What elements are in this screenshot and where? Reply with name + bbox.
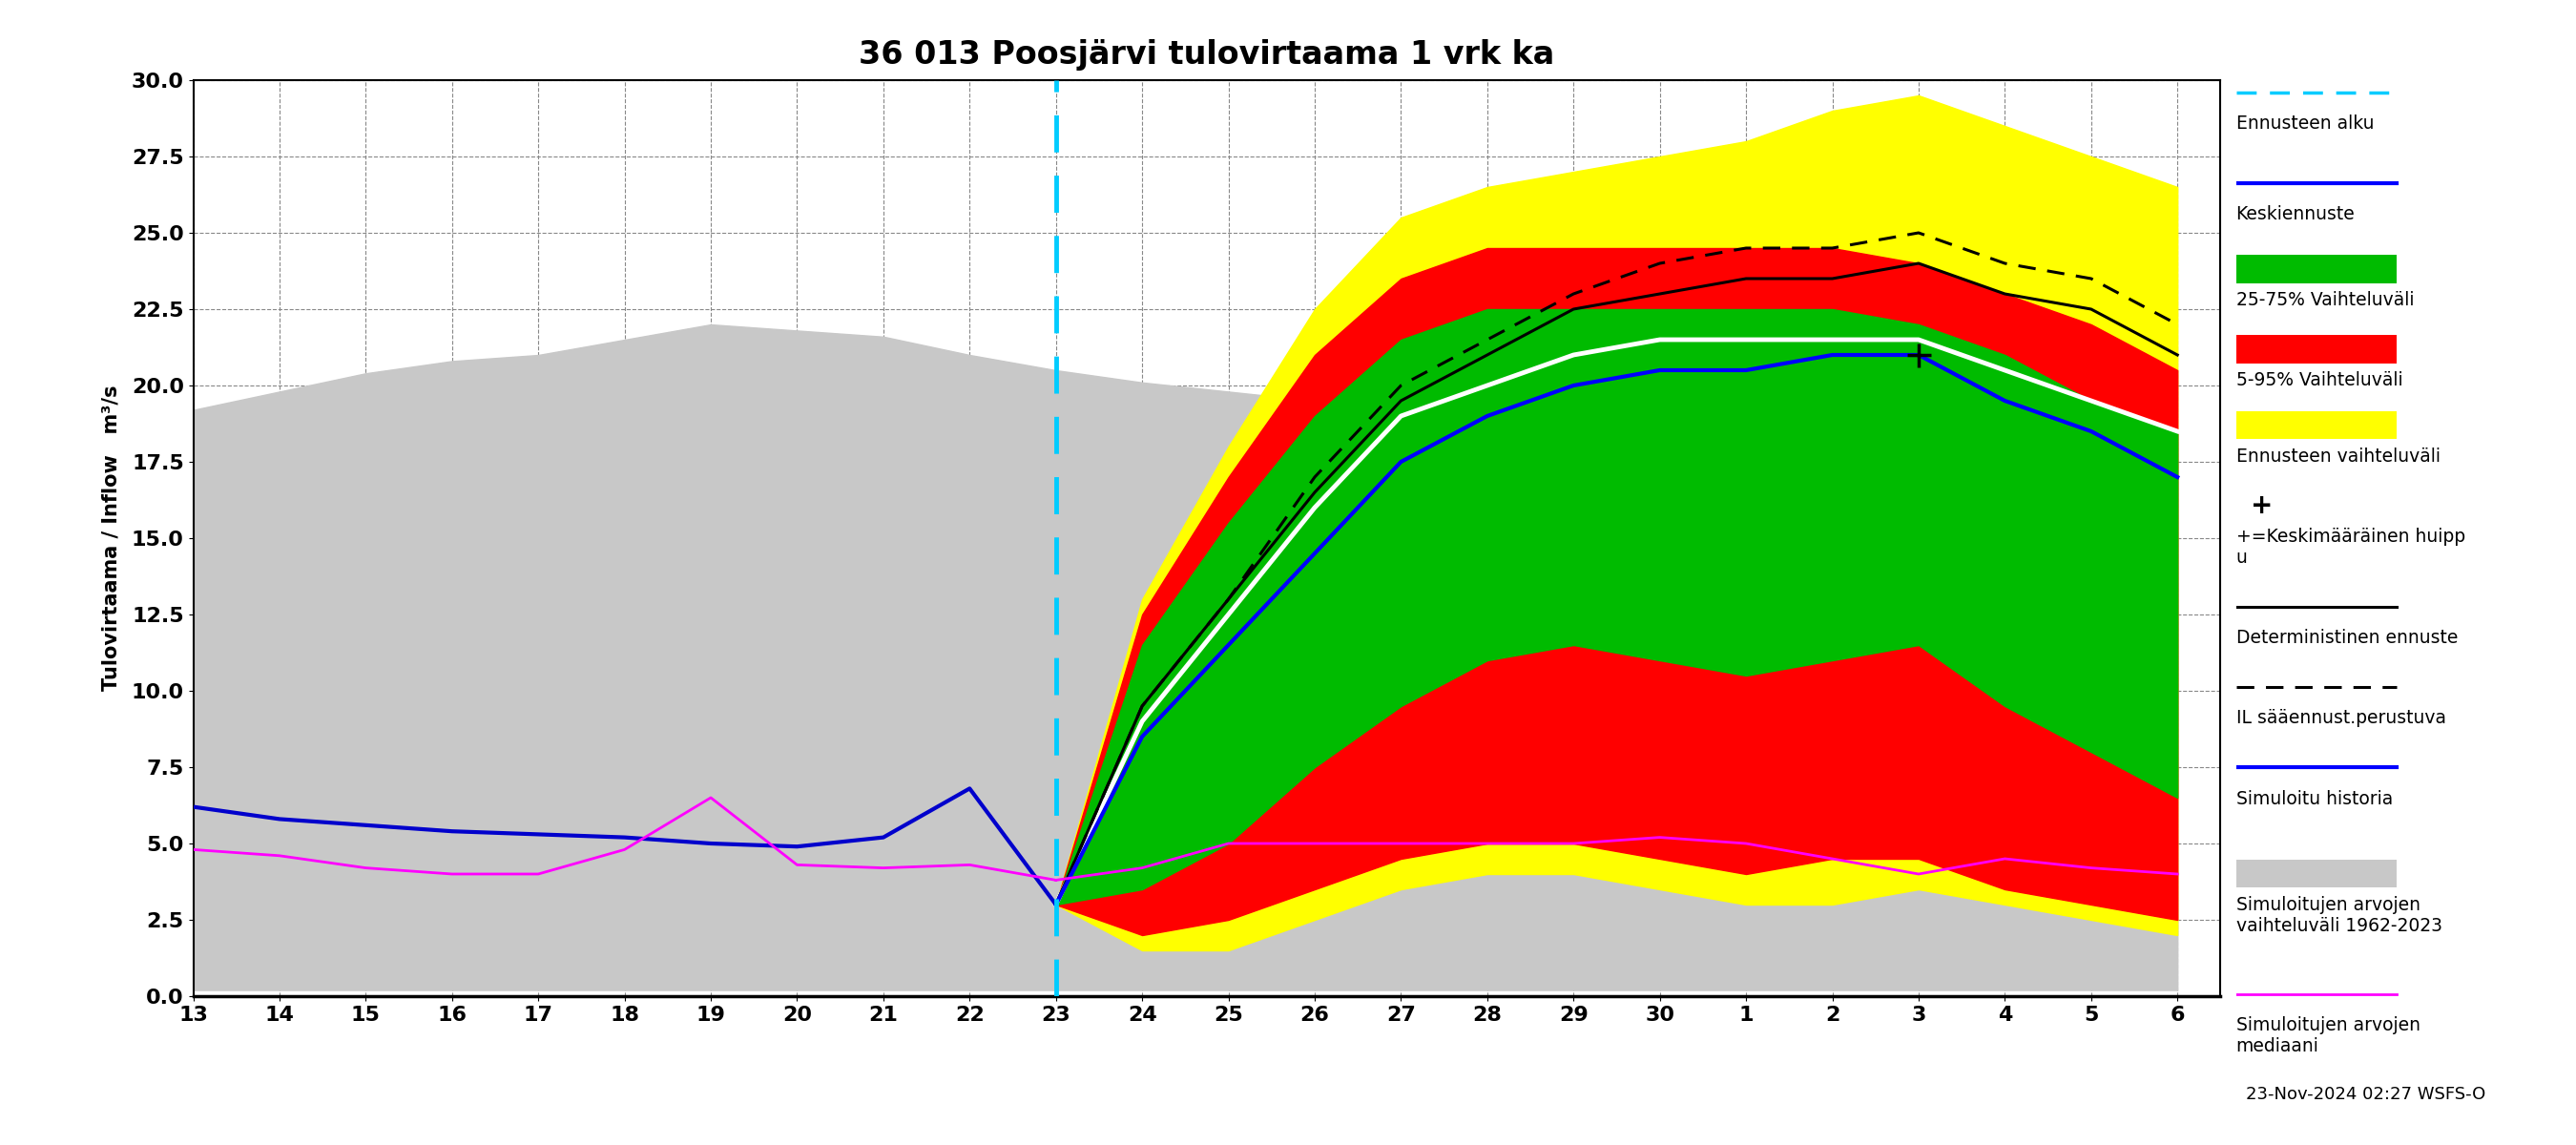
Title: 36 013 Poosjärvi tulovirtaama 1 vrk ka: 36 013 Poosjärvi tulovirtaama 1 vrk ka [858, 39, 1556, 71]
Text: Simuloitujen arvojen
vaihteluväli 1962-2023: Simuloitujen arvojen vaihteluväli 1962-2… [2236, 895, 2442, 934]
Bar [2236, 411, 2396, 440]
Text: 25-75% Vaihteluväli: 25-75% Vaihteluväli [2236, 291, 2414, 309]
Text: Ennusteen alku: Ennusteen alku [2236, 114, 2375, 133]
Bar [2236, 859, 2396, 887]
Bar [2236, 254, 2396, 283]
Bar [2236, 335, 2396, 364]
Text: 23-Nov-2024 02:27 WSFS-O: 23-Nov-2024 02:27 WSFS-O [2246, 1085, 2486, 1103]
Text: Simuloitu historia: Simuloitu historia [2236, 790, 2393, 808]
Text: IL sääennust.perustuva: IL sääennust.perustuva [2236, 709, 2445, 727]
Text: Ennusteen vaihteluväli: Ennusteen vaihteluväli [2236, 448, 2439, 465]
Text: Deterministinen ennuste: Deterministinen ennuste [2236, 629, 2458, 647]
Text: 5-95% Vaihteluväli: 5-95% Vaihteluväli [2236, 372, 2403, 389]
Text: +​=Keskimääräinen huipp
u: +​=Keskimääräinen huipp u [2236, 528, 2465, 567]
Text: Simuloitujen arvojen
mediaani: Simuloitujen arvojen mediaani [2236, 1017, 2419, 1056]
Y-axis label: Tulovirtaama / Inflow   m³/s: Tulovirtaama / Inflow m³/s [100, 385, 121, 692]
Text: Keskiennuste: Keskiennuste [2236, 205, 2354, 223]
Text: +: + [2251, 492, 2272, 519]
